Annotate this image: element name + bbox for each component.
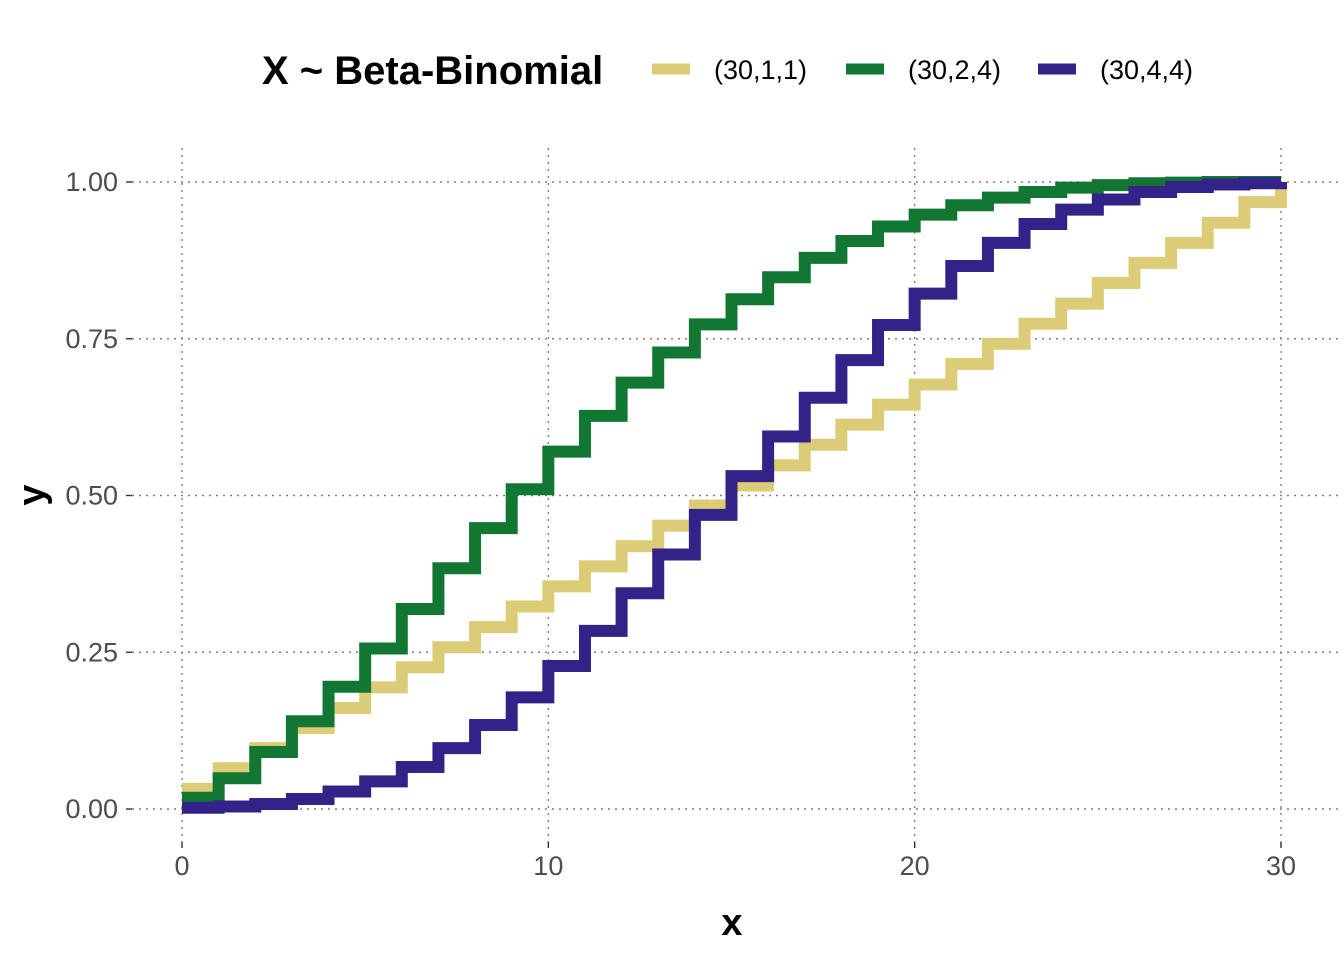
legend-label-3: (30,4,4) (1100, 55, 1193, 85)
legend: X ~ Beta-Binomial (30,1,1) (30,2,4) (30,4,… (262, 49, 1193, 93)
x-tick-label: 30 (1266, 851, 1296, 881)
legend-label-1: (30,1,1) (714, 55, 807, 85)
y-axis-title: y (11, 484, 53, 505)
series-line-2 (182, 176, 1281, 804)
y-tick-label: 0.75 (65, 324, 118, 354)
y-tick-label: 0.50 (65, 481, 118, 511)
legend-title: X ~ Beta-Binomial (262, 49, 603, 93)
y-tick-label: 0.00 (65, 794, 118, 824)
y-tick-label: 0.25 (65, 637, 118, 667)
x-tick-label: 20 (900, 851, 930, 881)
x-axis-title: x (721, 902, 742, 944)
x-tick-label: 0 (174, 851, 189, 881)
legend-label-2: (30,2,4) (908, 55, 1001, 85)
series-group (182, 176, 1287, 814)
axis-ticks: 0 10 20 30 0.00 0.25 0.50 0.75 1.00 (65, 167, 1296, 881)
y-tick-label: 1.00 (65, 167, 118, 197)
series-line-3 (182, 177, 1287, 814)
x-tick-label: 10 (533, 851, 563, 881)
